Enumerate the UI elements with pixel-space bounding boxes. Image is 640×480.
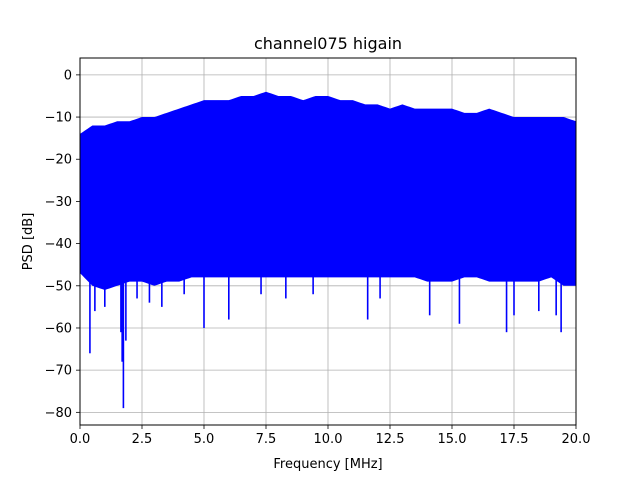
x-axis-label: Frequency [MHz] (273, 457, 382, 472)
x-tick-label: 10.0 (314, 432, 343, 447)
y-tick-label: −40 (45, 237, 72, 252)
y-tick-label: −10 (45, 111, 72, 126)
x-tick-label: 2.5 (132, 432, 153, 447)
psd-core-band (80, 91, 576, 291)
x-tick-label: 20.0 (562, 432, 591, 447)
chart-title: channel075 higain (254, 34, 402, 53)
x-tick-label: 17.5 (500, 432, 529, 447)
y-tick-label: −30 (45, 195, 72, 210)
y-tick-label: −70 (45, 364, 72, 379)
x-axis: 0.0 2.5 5.0 7.5 10.0 12.5 15.0 17.5 20.0 (70, 425, 591, 447)
y-tick-label: −60 (45, 321, 72, 336)
x-tick-label: 7.5 (256, 432, 277, 447)
x-tick-label: 0.0 (70, 432, 91, 447)
y-axis: 0 −10 −20 −30 −40 −50 −60 −70 −80 (45, 68, 80, 421)
y-tick-label: −80 (45, 406, 72, 421)
x-tick-label: 15.0 (438, 432, 467, 447)
x-tick-label: 12.5 (376, 432, 405, 447)
plot-area (80, 91, 576, 409)
y-axis-label: PSD [dB] (21, 213, 36, 271)
x-tick-label: 5.0 (194, 432, 215, 447)
y-tick-label: −20 (45, 153, 72, 168)
y-tick-label: −50 (45, 279, 72, 294)
y-tick-label: 0 (64, 68, 72, 83)
